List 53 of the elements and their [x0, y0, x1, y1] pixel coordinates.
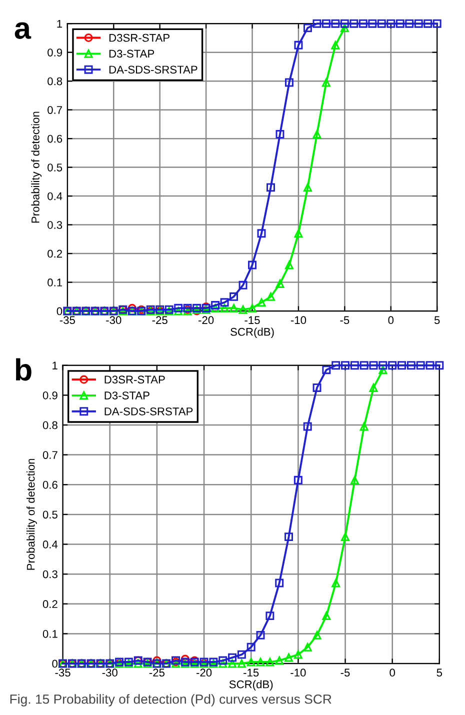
y-tick-label: 0.8 [42, 421, 58, 430]
x-tick-label: -35 [55, 668, 70, 677]
legend-label: DA-SDS-SRSTAP [109, 66, 198, 74]
legend-label: DA-SDS-SRSTAP [104, 407, 193, 416]
x-tick-label: -20 [196, 668, 212, 677]
x-tick-label: -20 [198, 316, 214, 324]
y-tick-label: 0.4 [42, 540, 58, 548]
y-tick-label: 1 [57, 20, 62, 28]
y-axis-title: Probability of detection [31, 112, 42, 223]
y-tick-label: 0.4 [48, 192, 62, 200]
x-tick-label: -15 [244, 316, 260, 324]
x-tick-label: -30 [106, 316, 122, 324]
y-tick-label: 0.6 [42, 480, 58, 489]
x-tick-label: -35 [60, 316, 75, 324]
x-tick-label: 0 [388, 316, 394, 324]
x-tick-label: -15 [244, 668, 259, 677]
x-axis-title: SCR(dB) [229, 680, 273, 690]
x-tick-label: -5 [340, 668, 350, 677]
x-tick-label: -10 [290, 316, 306, 324]
x-tick-label: 0 [390, 668, 395, 677]
y-tick-label: 0.3 [48, 221, 62, 229]
legend-label: D3SR-STAP [104, 376, 165, 384]
y-tick-label: 0.2 [42, 600, 58, 608]
x-tick-label: -30 [102, 668, 118, 677]
y-tick-label: 0 [52, 660, 58, 668]
y-tick-label: 0.8 [48, 77, 62, 86]
y-tick-label: 0.7 [42, 451, 58, 459]
legend-label: D3-STAP [104, 392, 150, 400]
y-tick-label: 0.2 [48, 250, 62, 258]
y-axis-title: Probability of detection [26, 458, 37, 570]
x-tick-label: 5 [434, 316, 440, 324]
legend-label: D3-STAP [109, 50, 154, 58]
y-tick-label: 0.9 [42, 391, 58, 400]
y-tick-label: 0.1 [42, 630, 58, 638]
legend-label: D3SR-STAP [109, 34, 170, 42]
y-tick-label: 1 [52, 362, 58, 370]
x-tick-label: -25 [149, 668, 164, 677]
y-tick-label: 0.7 [48, 106, 62, 114]
x-tick-label: -10 [290, 668, 306, 677]
chart-title: b [16, 358, 32, 381]
y-tick-label: 0.5 [48, 164, 62, 172]
x-tick-label: 5 [436, 668, 442, 677]
y-tick-label: 0.3 [42, 570, 58, 578]
y-tick-label: 0.5 [42, 510, 58, 519]
chart-title: a [14, 22, 32, 39]
x-axis-title: SCR(dB) [230, 328, 274, 338]
y-tick-label: 0 [56, 307, 62, 316]
x-tick-label: -25 [152, 316, 168, 324]
x-tick-label: -5 [340, 316, 350, 324]
y-tick-label: 0.6 [48, 134, 62, 143]
caption: Fig. 15 Probability of detection (Pd) curves versus SCR [10, 694, 332, 706]
y-tick-label: 0.1 [48, 278, 62, 286]
y-tick-label: 0.9 [48, 48, 62, 56]
